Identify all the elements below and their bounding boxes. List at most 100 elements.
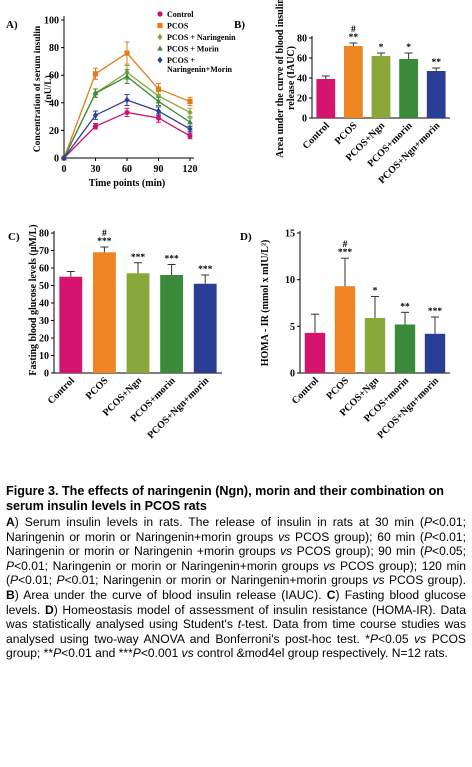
y-axis-label: Area under the curve of blood insulinrel… [275,0,297,158]
caption-run: C [326,587,336,602]
caption-run: <0.05 [378,631,415,646]
legend-label: Control [167,10,194,19]
y-tick-label: 50 [39,281,49,292]
y-axis-label: Concentration of serum insulin(nU/L) [33,25,54,152]
data-point [155,107,162,115]
significance-mark: ** [431,58,441,68]
data-point [92,123,99,129]
y-tick-label: 60 [39,264,49,275]
y-tick-label: 80 [297,34,307,45]
bar [193,283,217,373]
significance-mark: ** [349,33,359,43]
significance-mark: *** [428,307,443,317]
bar [424,333,446,373]
caption-run: -test. Data from time course studies was… [6,617,466,646]
x-tick-label: 0 [62,164,67,175]
significance-mark: # [102,229,107,239]
panel-a: A) 0 20 40 60 80 100 0 30 60 90 120 Time points (min… [6,10,236,189]
significance-mark: *** [164,255,179,265]
x-axis-label: Time points (min) [89,178,166,189]
data-point [187,125,193,133]
y-axis-label-line: Area under the curve of blood insulin [275,0,286,158]
bar [59,276,83,373]
y-tick-label: 20 [39,334,49,345]
caption-run: B [6,587,15,602]
caption-run: t [237,617,242,632]
caption-run: <0.001 [140,646,182,661]
x-tick-label: PCOS [324,375,351,402]
y-axis-label-line: release (IAUC) [286,46,297,110]
data-point [155,98,162,104]
caption-run: PCOS group); 60 min ( [290,529,424,544]
x-tick-label: PCOS [84,375,111,402]
bar [344,46,363,118]
bar [394,324,416,373]
x-tick-label: PCOS+Ngn+morin [146,375,212,441]
y-tick-label: 5 [290,322,295,333]
x-tick-label: 90 [154,164,164,175]
legend-label: PCOS + Morin [167,45,219,54]
y-tick-label: 10 [39,351,49,362]
caption-run: P [423,544,433,559]
y-tick-label: 40 [39,299,49,310]
caption-run: <0.01; Naringenin or morin or Naringenin… [64,573,373,588]
legend-marker [157,22,163,29]
panel-d: D) 0 5 10 15 HOMA - IR (mmol x mIU/L²) Control… [240,229,450,441]
panel-label-a: A) [6,19,18,31]
legend: Control PCOS PCOS + Naringenin PCOS + Morin… [157,10,236,74]
data-point [124,109,130,116]
legend-marker [157,11,163,17]
y-tick-label: 0 [290,369,295,380]
legend-marker [157,56,163,64]
caption-run: PCOS group; ** [6,631,466,661]
data-point [155,115,162,121]
y-axis-label-unit: (nU/L) [43,75,54,102]
caption-run: <0.01; Naringenin or morin or Naringenin… [6,529,466,559]
caption-body: A) Serum insulin levels in rats. The rel… [6,515,466,661]
x-tick-label: Control [46,375,77,406]
bar [126,273,150,373]
caption-run: vs [278,529,291,544]
y-tick-label: 20 [297,94,307,105]
caption-run: P [423,529,433,544]
bar [304,332,326,373]
significance-mark: *** [97,237,112,247]
data-point [92,111,99,119]
caption-run: vs [181,646,194,661]
bar [334,286,356,373]
caption-run: <0.01 and *** [61,646,133,661]
y-axis-label-line: Concentration of serum insulin [33,25,43,152]
caption-run: <0.05; [432,544,467,559]
caption-run: P [132,646,141,661]
significance-mark: * [406,43,411,53]
caption-run: P [56,573,65,588]
caption-run: vs [280,544,293,559]
bar [316,79,336,118]
y-tick-label: 80 [49,43,59,54]
significance-mark: *** [131,253,146,263]
y-tick-label: 30 [39,316,49,327]
bar [92,252,116,373]
caption-run: ) Fasting blood glucose levels. [6,587,466,617]
data-point [124,73,130,79]
y-tick-label: 15 [285,229,295,240]
figure-caption: Figure 3. The effects of naringenin (Ngn… [6,484,466,661]
caption-run: P [53,646,62,661]
caption-run: D [44,602,54,617]
caption-run: ) Area under the curve of blood insulin … [14,587,327,602]
y-tick-label: 0 [54,154,59,165]
caption-run: control &mod4el group respectively. N=12… [193,646,448,661]
legend-label-line: PCOS + [167,56,195,65]
data-point [124,96,130,104]
bar [426,71,446,118]
significance-mark: * [373,286,378,296]
y-axis-label: HOMA - IR (mmol x mIU/L²) [260,240,271,367]
legend-marker [157,33,163,41]
data-point [155,86,162,92]
data-point [187,119,193,125]
data-point [187,109,193,116]
significance-mark: # [351,25,356,35]
